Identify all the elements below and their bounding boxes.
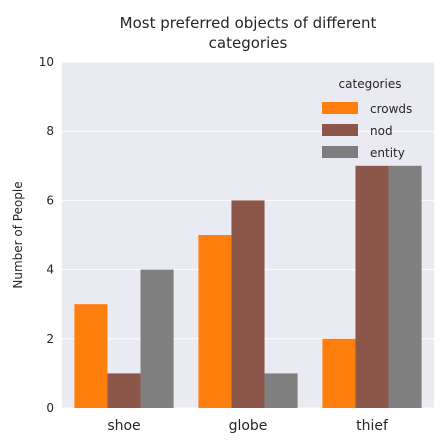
legend-title: categories	[339, 77, 402, 91]
y-tick-label: 2	[46, 332, 54, 346]
legend-swatch-entity	[322, 146, 358, 158]
chart-title-line-1: Most preferred objects of different	[120, 14, 377, 32]
x-tick-labels: shoe globe thief	[107, 418, 389, 434]
legend-label-crowds: crowds	[370, 102, 412, 116]
bar-shoe-nod	[107, 373, 141, 408]
y-axis-label: Number of People	[11, 181, 25, 288]
y-tick-label: 0	[46, 401, 54, 415]
bar-shoe-entity	[140, 269, 174, 408]
bars	[74, 165, 422, 408]
x-tick-label: globe	[229, 418, 268, 434]
bar-thief-nod	[355, 165, 389, 408]
x-tick-label: thief	[356, 418, 389, 434]
bar-shoe-crowds	[74, 304, 108, 408]
legend-swatch-crowds	[322, 102, 358, 114]
y-tick-label: 4	[46, 263, 54, 277]
y-tick-label: 6	[46, 193, 54, 207]
legend-label-entity: entity	[370, 146, 405, 160]
bar-globe-entity	[264, 373, 298, 408]
bar-globe-nod	[231, 200, 265, 408]
bar-thief-crowds	[322, 338, 356, 408]
chart-title-line-2: categories	[209, 34, 288, 52]
bar-globe-crowds	[198, 235, 232, 408]
x-tick-label: shoe	[107, 418, 140, 434]
legend: categories crowds nod entity	[322, 77, 412, 160]
bar-thief-entity	[388, 165, 422, 408]
legend-label-nod: nod	[370, 124, 393, 138]
legend-swatch-nod	[322, 124, 358, 136]
y-tick-labels: 0 2 4 6 8 10	[39, 55, 54, 415]
y-tick-label: 10	[39, 55, 54, 69]
y-tick-label: 8	[46, 124, 54, 138]
